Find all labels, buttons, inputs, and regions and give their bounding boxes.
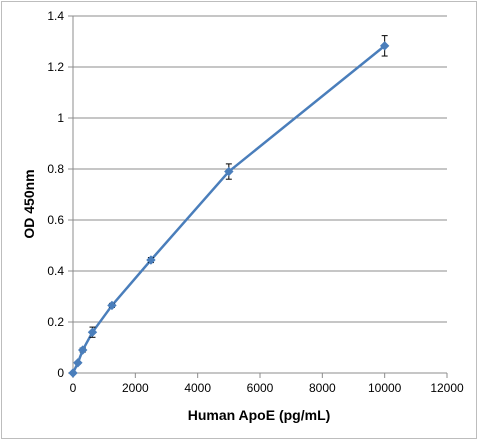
y-tick-label: 0.6 [47,213,64,227]
axes [68,15,448,378]
x-tick-label: 12000 [430,381,464,395]
x-tick-label: 2000 [122,381,149,395]
y-tick-label: 1.4 [47,9,64,23]
data-point [87,327,98,337]
y-tick-label: 0.2 [47,315,64,329]
y-tick-label: 1 [57,111,64,125]
series-line [71,44,386,374]
y-tick-label: 0.4 [47,264,64,278]
series-group [68,35,390,378]
data-point [224,166,234,177]
data-point [73,358,83,368]
gridlines [73,15,447,323]
data-point [68,368,78,378]
x-tick-label: 10000 [368,381,402,395]
y-tick-labels: 0 0.2 0.4 0.6 0.8 1 1.2 1.4 [47,9,64,380]
data-point [146,255,156,265]
x-tick-label: 8000 [309,381,336,395]
y-tick-label: 0.8 [47,162,64,176]
y-tick-label: 0 [57,366,64,380]
x-axis-title: Human ApoE (pg/mL) [188,407,331,423]
x-tick-labels: 0 2000 4000 6000 8000 10000 12000 [70,381,464,395]
x-tick-label: 0 [70,381,77,395]
data-point [107,300,117,311]
data-point [78,345,88,355]
y-axis-title: OD 450nm [21,169,37,238]
x-tick-label: 6000 [247,381,274,395]
data-point [379,41,390,51]
y-tick-label: 1.2 [47,60,64,74]
x-tick-label: 4000 [184,381,211,395]
